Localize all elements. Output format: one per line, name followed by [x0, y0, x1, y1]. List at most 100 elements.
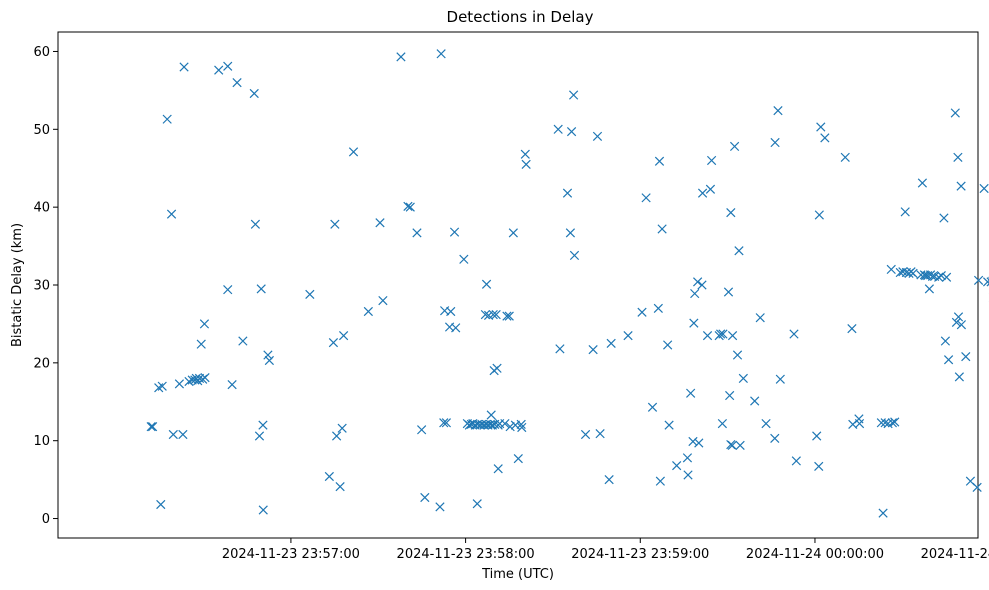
- data-point-marker: [184, 376, 194, 387]
- data-point-marker: [348, 147, 359, 157]
- data-point-marker: [890, 417, 900, 427]
- data-point-marker: [500, 418, 510, 429]
- data-point-marker: [979, 183, 989, 194]
- data-point-marker: [734, 246, 744, 256]
- data-point-marker: [472, 499, 482, 509]
- data-point-marker: [562, 188, 573, 198]
- data-point-marker: [880, 418, 890, 428]
- data-point-marker: [750, 396, 760, 406]
- data-point-marker: [986, 277, 989, 287]
- y-tick-label: 0: [42, 512, 50, 527]
- data-point-marker: [770, 137, 780, 148]
- data-point-marker: [940, 336, 951, 346]
- data-point-marker: [973, 275, 984, 285]
- data-point-marker: [663, 340, 673, 350]
- data-point-marker: [637, 307, 647, 317]
- y-axis-label: Bistatic Delay (km): [10, 223, 25, 347]
- data-point-marker: [697, 188, 708, 198]
- axis-ticks: 0 10 20 30 40 50 60 2024-11-23 23:57:00 2024-11-…: [33, 45, 989, 562]
- data-point-marker: [405, 202, 415, 212]
- data-point-marker: [941, 272, 952, 282]
- data-point-marker: [331, 431, 342, 441]
- data-point-marker: [502, 311, 512, 321]
- data-point-marker: [174, 379, 185, 389]
- data-point-marker: [480, 309, 491, 320]
- data-point-marker: [924, 284, 935, 294]
- data-point-marker: [950, 108, 960, 118]
- data-point-marker: [727, 440, 737, 450]
- data-point-marker: [258, 505, 268, 515]
- data-point-marker: [934, 272, 944, 282]
- data-point-marker: [378, 295, 388, 306]
- data-point-marker: [223, 285, 233, 295]
- data-point-marker: [459, 254, 469, 264]
- data-point-marker: [717, 418, 728, 429]
- data-point-marker: [223, 61, 233, 71]
- data-point-marker: [791, 456, 801, 466]
- data-point-marker: [647, 402, 658, 412]
- data-point-marker: [917, 178, 928, 188]
- data-point-marker: [939, 213, 949, 223]
- y-tick-label: 20: [33, 356, 50, 371]
- data-point-marker: [156, 499, 166, 510]
- data-point-marker: [775, 374, 785, 384]
- data-point-marker: [706, 155, 717, 166]
- data-point-marker: [363, 306, 373, 317]
- data-point-marker: [508, 228, 518, 238]
- data-point-marker: [328, 337, 339, 348]
- data-point-marker: [305, 289, 315, 299]
- data-point-marker: [568, 90, 579, 100]
- data-point-marker: [553, 124, 563, 134]
- data-point-marker: [417, 425, 427, 435]
- data-point-marker: [672, 460, 682, 471]
- data-point-marker: [729, 141, 740, 152]
- data-point-marker: [900, 207, 910, 217]
- data-point-marker: [178, 429, 188, 440]
- data-point-marker: [690, 288, 700, 299]
- data-point-marker: [256, 284, 266, 294]
- data-point-marker: [264, 355, 274, 366]
- data-point-marker: [166, 209, 177, 219]
- data-point-marker: [436, 49, 446, 59]
- data-point-marker: [773, 106, 783, 116]
- x-tick-label: 2024-11-23 23:57:00: [222, 547, 360, 562]
- data-point-marker: [840, 152, 850, 162]
- data-point-marker: [606, 338, 616, 349]
- data-point-marker: [199, 319, 210, 329]
- data-point-marker: [324, 471, 334, 482]
- data-point-marker: [702, 330, 713, 341]
- data-point-marker: [254, 431, 265, 441]
- data-point-marker: [232, 77, 242, 88]
- data-point-marker: [688, 436, 698, 447]
- data-point-marker: [592, 131, 603, 141]
- data-point-marker: [982, 277, 989, 287]
- data-point-marker: [716, 329, 726, 339]
- x-axis-label: Time (UTC): [481, 567, 554, 582]
- data-point-marker: [485, 419, 495, 429]
- data-point-marker: [657, 224, 667, 234]
- data-point-marker: [951, 317, 962, 327]
- data-point-marker: [488, 309, 498, 320]
- data-point-marker: [555, 344, 565, 354]
- data-point-marker: [580, 429, 591, 440]
- data-point-marker: [516, 419, 526, 429]
- y-tick-label: 50: [33, 123, 50, 138]
- data-point-marker: [200, 373, 210, 383]
- data-point-marker: [943, 355, 954, 365]
- data-point-marker: [812, 431, 822, 441]
- data-point-marker: [492, 363, 502, 373]
- data-point-marker: [435, 502, 445, 512]
- x-tick-label: 2024-11-23 23:59:00: [571, 547, 709, 562]
- data-point-marker: [755, 313, 765, 323]
- data-point-marker: [654, 156, 665, 166]
- data-point-marker: [520, 149, 530, 159]
- data-point-marker: [641, 193, 651, 203]
- data-point-marker: [439, 418, 449, 428]
- data-point-marker: [595, 429, 605, 439]
- data-point-marker: [517, 422, 527, 433]
- data-point-marker: [761, 418, 771, 429]
- data-point-marker: [338, 330, 349, 341]
- chart-title: Detections in Delay: [447, 8, 594, 26]
- data-point-marker: [449, 227, 460, 237]
